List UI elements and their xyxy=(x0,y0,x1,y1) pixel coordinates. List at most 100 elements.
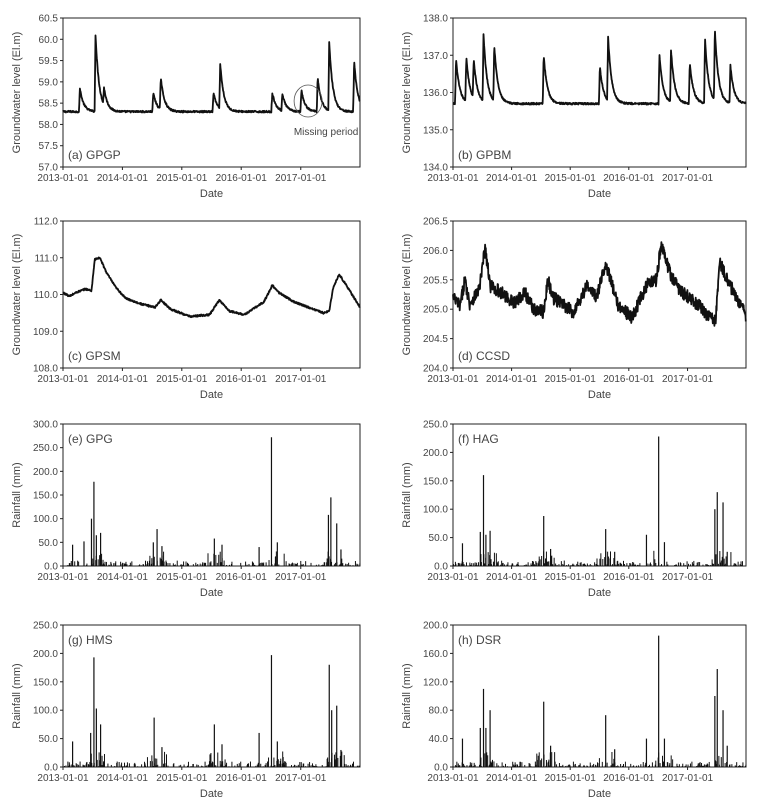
series-line xyxy=(452,241,747,327)
y-tick-label: 200.0 xyxy=(423,448,448,459)
x-tick-label: 2014-01-01 xyxy=(486,773,538,784)
panel-label: (e) GPG xyxy=(68,432,113,446)
x-tick-label: 2013-01-01 xyxy=(37,773,89,784)
panel-e: 0.0 50.0 100.0 150.0 200.0 250.0 300.0 2013-01-… xyxy=(11,420,361,599)
x-tick-label: 2016-01-01 xyxy=(603,572,655,583)
x-tick-label: 2017-01-01 xyxy=(662,773,714,784)
y-tick-label: 250.0 xyxy=(33,621,58,632)
y-tick-label: 200.0 xyxy=(33,467,58,478)
y-axis-label: Groundwater level (El.m) xyxy=(11,32,23,154)
panel-f: 0.0 50.0 100.0 150.0 200.0 250.0 2013-01-01 201… xyxy=(401,420,747,599)
panel-c: 108.0 109.0 110.0 111.0 112.0 2013-01-01 2014-… xyxy=(11,217,361,401)
x-tick-label: 2015-01-01 xyxy=(156,374,208,385)
x-tick-label: 2013-01-01 xyxy=(427,173,479,184)
y-tick-label: 200.0 xyxy=(423,621,448,632)
y-tick-label: 250.0 xyxy=(423,420,448,431)
x-axis-label: Date xyxy=(588,389,611,401)
rain-bars xyxy=(452,436,743,566)
missing-period-annotation: Missing period xyxy=(294,127,358,138)
rain-bars xyxy=(66,437,361,566)
y-tick-label: 58.5 xyxy=(39,99,59,110)
y-axis-label: Groundwater level (El.m) xyxy=(11,234,23,356)
y-tick-label: 59.0 xyxy=(39,77,59,88)
y-tick-label: 160.0 xyxy=(423,649,448,660)
series-line xyxy=(452,30,747,106)
x-axis-label: Date xyxy=(588,788,611,800)
x-tick-label: 2013-01-01 xyxy=(427,773,479,784)
x-tick-label: 2013-01-01 xyxy=(37,374,89,385)
x-tick-label: 2017-01-01 xyxy=(662,173,714,184)
series-line xyxy=(62,256,361,319)
panel-a: 57.0 57.5 58.0 58.5 59.0 59.5 60.0 60.5 2013-01-… xyxy=(11,14,361,200)
panel-label: (d) CCSD xyxy=(458,349,510,363)
x-tick-label: 2017-01-01 xyxy=(275,773,327,784)
x-tick-label: 2017-01-01 xyxy=(275,173,327,184)
panel-label: (h) DSR xyxy=(458,633,502,647)
x-axis-label: Date xyxy=(588,188,611,200)
x-tick-label: 2017-01-01 xyxy=(275,374,327,385)
x-tick-label: 2015-01-01 xyxy=(156,173,208,184)
y-tick-label: 108.0 xyxy=(33,364,58,375)
y-tick-label: 109.0 xyxy=(33,327,58,338)
y-tick-label: 112.0 xyxy=(34,217,59,228)
y-tick-label: 205.0 xyxy=(423,305,448,316)
panel-h: 0.0 40.0 80.0 120.0 160.0 200.0 2013-01-01 2014… xyxy=(401,621,747,800)
y-axis-label: Rainfall (mm) xyxy=(11,663,23,728)
y-tick-label: 57.0 xyxy=(39,163,59,174)
y-tick-label: 150.0 xyxy=(423,476,448,487)
y-tick-label: 0.0 xyxy=(44,562,58,573)
plot-frame xyxy=(62,17,361,168)
x-tick-label: 2016-01-01 xyxy=(216,173,268,184)
y-tick-label: 0.0 xyxy=(434,763,448,774)
y-tick-label: 60.0 xyxy=(39,35,59,46)
x-tick-label: 2016-01-01 xyxy=(216,773,268,784)
y-axis-label: Rainfall (mm) xyxy=(11,462,23,527)
x-tick-label: 2015-01-01 xyxy=(156,773,208,784)
y-tick-label: 300.0 xyxy=(33,420,58,431)
y-axis-label: Rainfall (mm) xyxy=(401,663,413,728)
series-line xyxy=(62,34,361,114)
panel-label: (b) GPBM xyxy=(458,148,511,162)
x-axis-label: Date xyxy=(200,188,223,200)
x-tick-label: 2016-01-01 xyxy=(216,374,268,385)
x-tick-label: 2014-01-01 xyxy=(97,572,149,583)
x-axis-label: Date xyxy=(200,788,223,800)
y-tick-label: 57.5 xyxy=(39,141,59,152)
y-tick-label: 50.0 xyxy=(39,734,59,745)
x-tick-label: 2013-01-01 xyxy=(37,173,89,184)
y-tick-label: 100.0 xyxy=(33,706,58,717)
panel-label: (a) GPGP xyxy=(68,148,121,162)
x-tick-label: 2013-01-01 xyxy=(37,572,89,583)
panel-g: 0.0 50.0 100.0 150.0 200.0 250.0 2013-01-01 201… xyxy=(11,621,361,800)
y-tick-label: 200.0 xyxy=(33,649,58,660)
x-tick-label: 2013-01-01 xyxy=(427,572,479,583)
y-axis-label: Groundwater level (El.m) xyxy=(401,234,413,356)
y-tick-label: 205.5 xyxy=(423,275,448,286)
y-tick-label: 136.0 xyxy=(423,88,448,99)
y-tick-label: 134.0 xyxy=(423,163,448,174)
y-tick-label: 150.0 xyxy=(33,491,58,502)
y-tick-label: 60.5 xyxy=(39,14,59,25)
y-tick-label: 110.0 xyxy=(34,290,59,301)
y-tick-label: 206.5 xyxy=(423,217,448,228)
x-tick-label: 2016-01-01 xyxy=(603,773,655,784)
y-tick-label: 120.0 xyxy=(423,677,448,688)
y-tick-label: 150.0 xyxy=(33,677,58,688)
panel-label: (f) HAG xyxy=(458,432,499,446)
y-tick-label: 138.0 xyxy=(423,14,448,25)
y-tick-label: 40.0 xyxy=(429,734,449,745)
x-tick-label: 2014-01-01 xyxy=(97,173,149,184)
y-tick-label: 137.0 xyxy=(423,51,448,62)
missing-period-circle xyxy=(293,84,323,118)
y-tick-label: 58.0 xyxy=(39,120,59,131)
y-axis-label: Groundwater level (El.m) xyxy=(401,32,413,154)
panel-d: 204.0 204.5 205.0 205.5 206.0 206.5 2013-01-01… xyxy=(401,217,747,401)
y-axis-label: Rainfall (mm) xyxy=(401,462,413,527)
y-tick-label: 204.0 xyxy=(423,364,448,375)
x-tick-label: 2016-01-01 xyxy=(603,173,655,184)
x-tick-label: 2015-01-01 xyxy=(545,374,597,385)
x-tick-label: 2014-01-01 xyxy=(486,572,538,583)
x-tick-label: 2015-01-01 xyxy=(545,773,597,784)
x-tick-label: 2017-01-01 xyxy=(275,572,327,583)
